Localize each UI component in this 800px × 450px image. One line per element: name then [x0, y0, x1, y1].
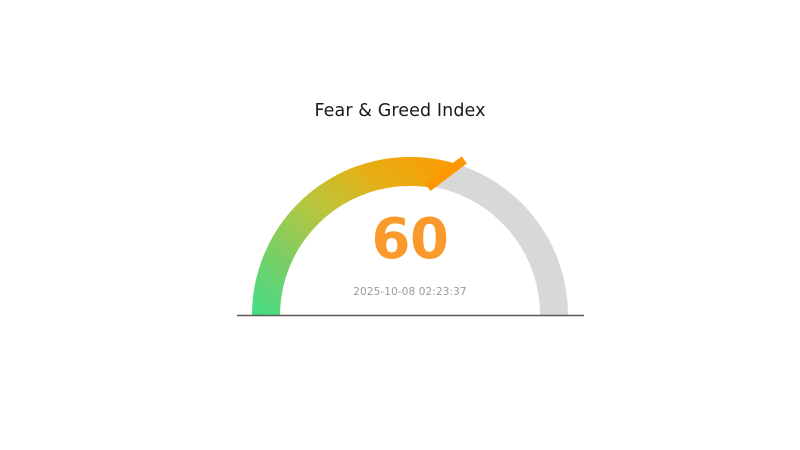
gauge-needle-tick: [425, 156, 467, 192]
page-title: Fear & Greed Index: [314, 101, 486, 121]
gauge-value-arc: [251, 156, 459, 315]
gauge-value-label: 60: [371, 207, 449, 272]
gauge-timestamp-label: 2025-10-08 02:23:37: [353, 286, 467, 298]
